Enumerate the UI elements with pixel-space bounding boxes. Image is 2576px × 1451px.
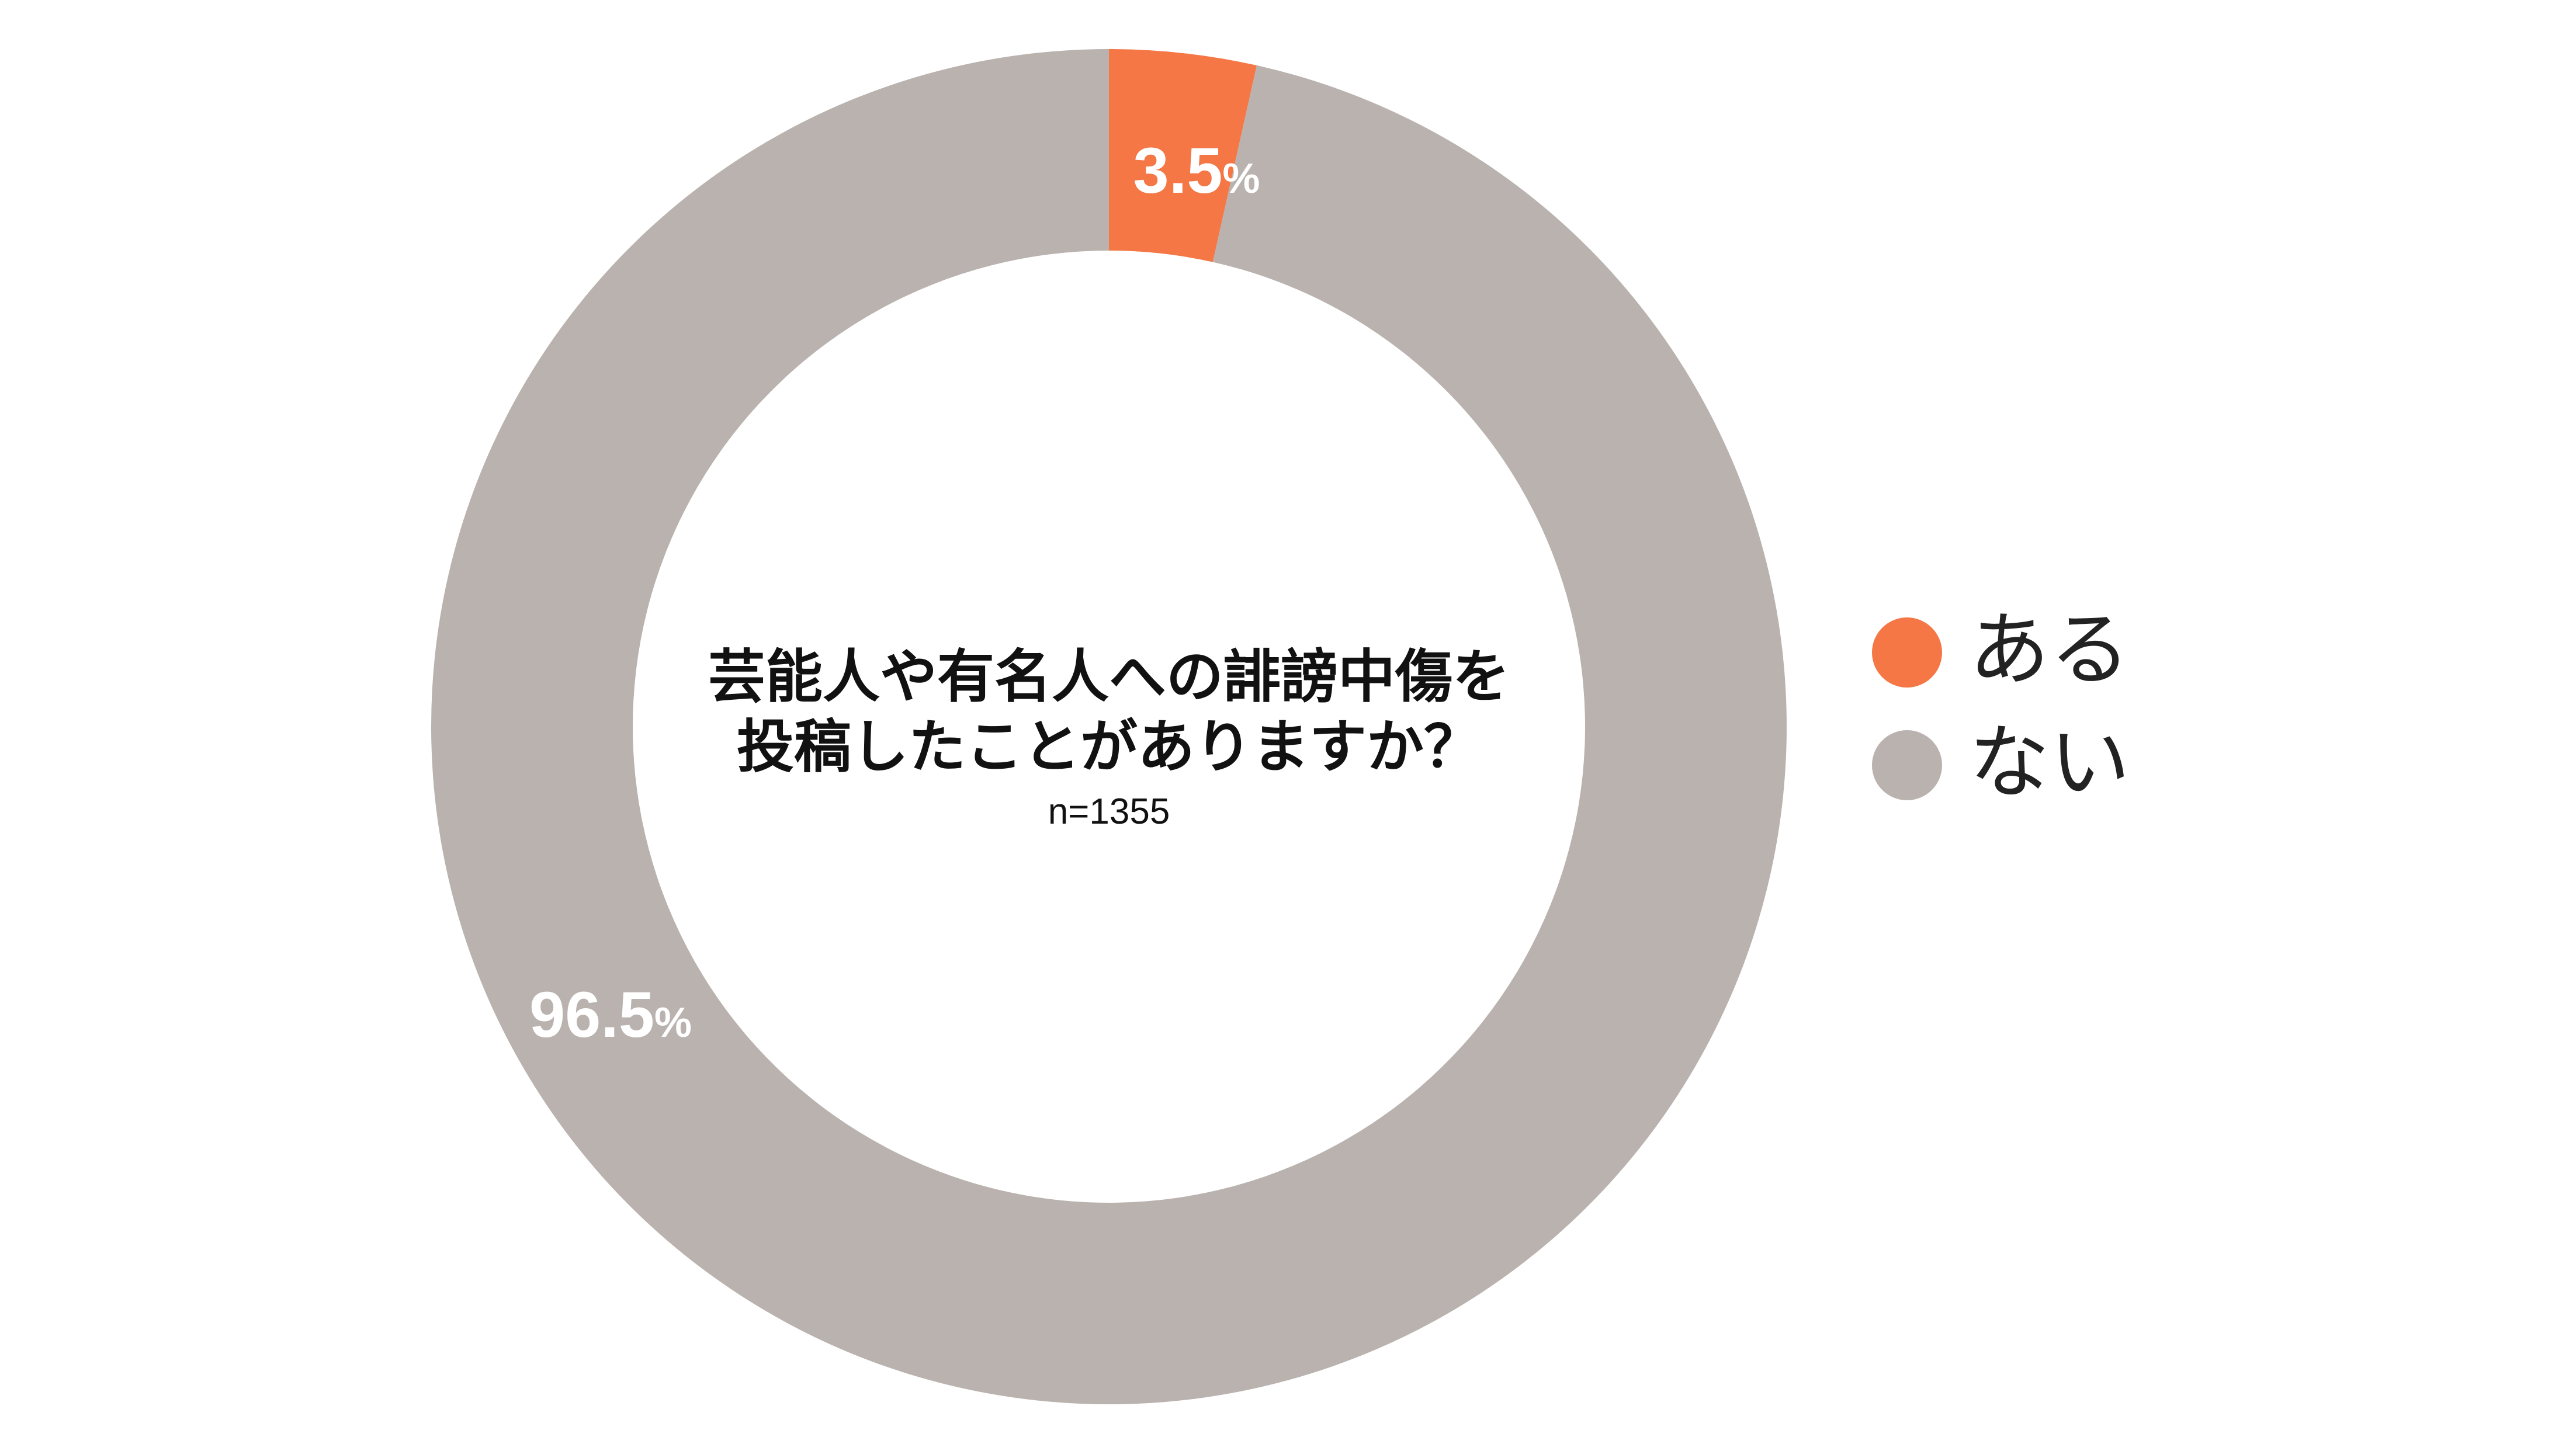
slice-value-aru: 3.5 xyxy=(1133,135,1223,207)
slice-value-nai: 96.5 xyxy=(529,979,654,1051)
legend-label-aru: ある xyxy=(1969,603,2130,697)
legend-label-nai: ない xyxy=(1969,716,2130,810)
slice-label-aru: 3.5% xyxy=(1133,135,1260,207)
sample-size-label: n=1355 xyxy=(1048,792,1170,832)
slice-unit-aru: % xyxy=(1222,155,1260,202)
chart-title-line-2: 投稿したことがありますか？ xyxy=(737,714,1481,780)
legend-marker-nai xyxy=(1872,730,1942,800)
legend-marker-aru xyxy=(1872,617,1942,688)
slice-aru xyxy=(1109,49,1257,262)
legend: ある ない xyxy=(1872,603,2130,810)
slice-unit-nai: % xyxy=(654,999,692,1046)
chart-title-line-1: 芸能人や有名人への誹謗中傷を xyxy=(708,644,1510,710)
slice-label-nai: 96.5% xyxy=(529,979,692,1051)
slice-nai xyxy=(431,49,1787,1404)
donut-slices xyxy=(431,49,1787,1404)
